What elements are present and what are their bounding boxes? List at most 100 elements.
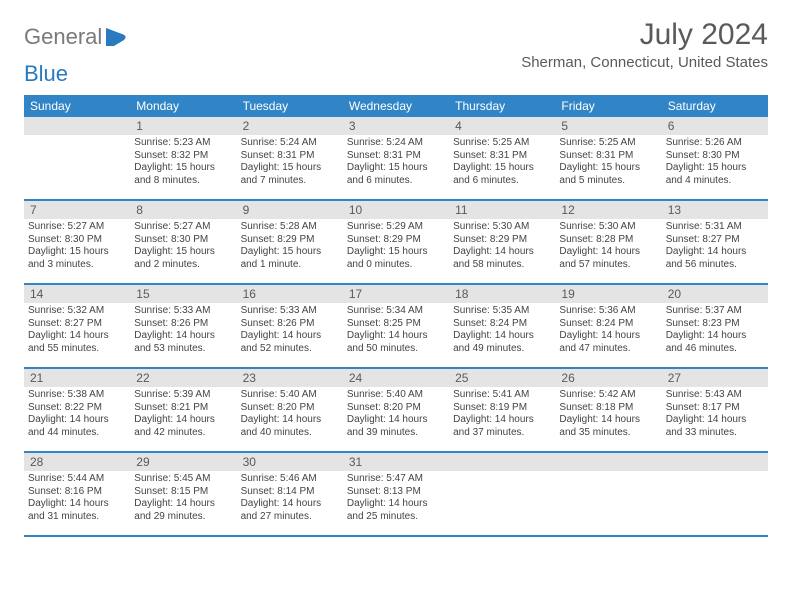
day-body: Sunrise: 5:25 AMSunset: 8:31 PMDaylight:… (555, 135, 661, 191)
dow-cell: Monday (130, 95, 236, 117)
day-line: and 27 minutes. (241, 511, 339, 524)
day-line: Daylight: 15 hours (666, 162, 764, 175)
day-line: and 40 minutes. (241, 427, 339, 440)
logo-flag-icon (106, 28, 128, 46)
day-body: Sunrise: 5:30 AMSunset: 8:29 PMDaylight:… (449, 219, 555, 275)
day-line: Daylight: 14 hours (453, 330, 551, 343)
day-line: and 50 minutes. (347, 343, 445, 356)
day-line: Sunrise: 5:27 AM (134, 221, 232, 234)
day-line: Daylight: 14 hours (241, 330, 339, 343)
day-line: Daylight: 14 hours (453, 414, 551, 427)
day-line: Sunset: 8:31 PM (559, 150, 657, 163)
day-body (24, 135, 130, 141)
day-cell: 1Sunrise: 5:23 AMSunset: 8:32 PMDaylight… (130, 117, 236, 199)
day-line: Daylight: 15 hours (347, 246, 445, 259)
day-line: Sunrise: 5:25 AM (559, 137, 657, 150)
day-cell: 28Sunrise: 5:44 AMSunset: 8:16 PMDayligh… (24, 453, 130, 535)
location: Sherman, Connecticut, United States (521, 54, 768, 71)
dow-cell: Wednesday (343, 95, 449, 117)
day-line: and 42 minutes. (134, 427, 232, 440)
day-line: Sunset: 8:17 PM (666, 402, 764, 415)
day-body: Sunrise: 5:29 AMSunset: 8:29 PMDaylight:… (343, 219, 449, 275)
day-line: Daylight: 15 hours (134, 162, 232, 175)
day-number: 4 (449, 117, 555, 135)
day-number: 3 (343, 117, 449, 135)
day-line: and 53 minutes. (134, 343, 232, 356)
day-line: Daylight: 15 hours (347, 162, 445, 175)
day-line: Sunset: 8:20 PM (347, 402, 445, 415)
day-number: 8 (130, 201, 236, 219)
day-line: Sunset: 8:30 PM (28, 234, 126, 247)
dow-cell: Sunday (24, 95, 130, 117)
day-line: Daylight: 14 hours (453, 246, 551, 259)
day-number: 27 (662, 369, 768, 387)
day-body: Sunrise: 5:43 AMSunset: 8:17 PMDaylight:… (662, 387, 768, 443)
day-number: 2 (237, 117, 343, 135)
day-body: Sunrise: 5:41 AMSunset: 8:19 PMDaylight:… (449, 387, 555, 443)
day-cell: 14Sunrise: 5:32 AMSunset: 8:27 PMDayligh… (24, 285, 130, 367)
day-line: Sunset: 8:24 PM (453, 318, 551, 331)
day-line: Sunrise: 5:28 AM (241, 221, 339, 234)
day-line: and 58 minutes. (453, 259, 551, 272)
day-line: and 47 minutes. (559, 343, 657, 356)
day-body: Sunrise: 5:33 AMSunset: 8:26 PMDaylight:… (130, 303, 236, 359)
day-line: Sunrise: 5:33 AM (134, 305, 232, 318)
day-cell (662, 453, 768, 535)
day-line: and 44 minutes. (28, 427, 126, 440)
day-number: 29 (130, 453, 236, 471)
day-line: Sunrise: 5:47 AM (347, 473, 445, 486)
day-line: Sunset: 8:29 PM (453, 234, 551, 247)
day-cell: 12Sunrise: 5:30 AMSunset: 8:28 PMDayligh… (555, 201, 661, 283)
day-line: Sunrise: 5:30 AM (559, 221, 657, 234)
day-body: Sunrise: 5:27 AMSunset: 8:30 PMDaylight:… (130, 219, 236, 275)
day-number (24, 117, 130, 135)
day-body: Sunrise: 5:38 AMSunset: 8:22 PMDaylight:… (24, 387, 130, 443)
day-cell (24, 117, 130, 199)
day-number: 13 (662, 201, 768, 219)
day-line: Sunrise: 5:40 AM (347, 389, 445, 402)
day-line: Sunset: 8:21 PM (134, 402, 232, 415)
day-cell: 20Sunrise: 5:37 AMSunset: 8:23 PMDayligh… (662, 285, 768, 367)
day-line: Sunset: 8:31 PM (453, 150, 551, 163)
day-line: and 25 minutes. (347, 511, 445, 524)
day-body: Sunrise: 5:34 AMSunset: 8:25 PMDaylight:… (343, 303, 449, 359)
day-body: Sunrise: 5:30 AMSunset: 8:28 PMDaylight:… (555, 219, 661, 275)
day-line: Sunrise: 5:30 AM (453, 221, 551, 234)
day-line: and 1 minute. (241, 259, 339, 272)
day-line: and 35 minutes. (559, 427, 657, 440)
day-cell: 26Sunrise: 5:42 AMSunset: 8:18 PMDayligh… (555, 369, 661, 451)
day-line: Sunrise: 5:37 AM (666, 305, 764, 318)
day-cell: 15Sunrise: 5:33 AMSunset: 8:26 PMDayligh… (130, 285, 236, 367)
title-block: July 2024 Sherman, Connecticut, United S… (521, 18, 768, 71)
calendar-page: General July 2024 Sherman, Connecticut, … (0, 0, 792, 547)
day-line: Daylight: 14 hours (559, 414, 657, 427)
day-line: Daylight: 14 hours (559, 246, 657, 259)
day-line: Sunrise: 5:26 AM (666, 137, 764, 150)
day-line: Sunrise: 5:23 AM (134, 137, 232, 150)
day-line: Daylight: 14 hours (134, 498, 232, 511)
day-body: Sunrise: 5:42 AMSunset: 8:18 PMDaylight:… (555, 387, 661, 443)
day-line: and 46 minutes. (666, 343, 764, 356)
day-line: Sunset: 8:32 PM (134, 150, 232, 163)
day-line: Daylight: 14 hours (241, 498, 339, 511)
day-cell: 9Sunrise: 5:28 AMSunset: 8:29 PMDaylight… (237, 201, 343, 283)
day-cell: 25Sunrise: 5:41 AMSunset: 8:19 PMDayligh… (449, 369, 555, 451)
day-cell: 23Sunrise: 5:40 AMSunset: 8:20 PMDayligh… (237, 369, 343, 451)
day-line: and 39 minutes. (347, 427, 445, 440)
day-number: 19 (555, 285, 661, 303)
day-cell: 13Sunrise: 5:31 AMSunset: 8:27 PMDayligh… (662, 201, 768, 283)
week-row: 21Sunrise: 5:38 AMSunset: 8:22 PMDayligh… (24, 369, 768, 453)
logo-text-1: General (24, 24, 102, 50)
day-number: 14 (24, 285, 130, 303)
month-title: July 2024 (521, 18, 768, 52)
day-number: 7 (24, 201, 130, 219)
day-body: Sunrise: 5:37 AMSunset: 8:23 PMDaylight:… (662, 303, 768, 359)
day-line: Sunrise: 5:27 AM (28, 221, 126, 234)
day-line: Sunrise: 5:24 AM (347, 137, 445, 150)
day-line: Daylight: 15 hours (241, 246, 339, 259)
day-line: Daylight: 14 hours (28, 498, 126, 511)
day-cell: 8Sunrise: 5:27 AMSunset: 8:30 PMDaylight… (130, 201, 236, 283)
day-cell: 27Sunrise: 5:43 AMSunset: 8:17 PMDayligh… (662, 369, 768, 451)
day-number: 20 (662, 285, 768, 303)
day-body: Sunrise: 5:36 AMSunset: 8:24 PMDaylight:… (555, 303, 661, 359)
